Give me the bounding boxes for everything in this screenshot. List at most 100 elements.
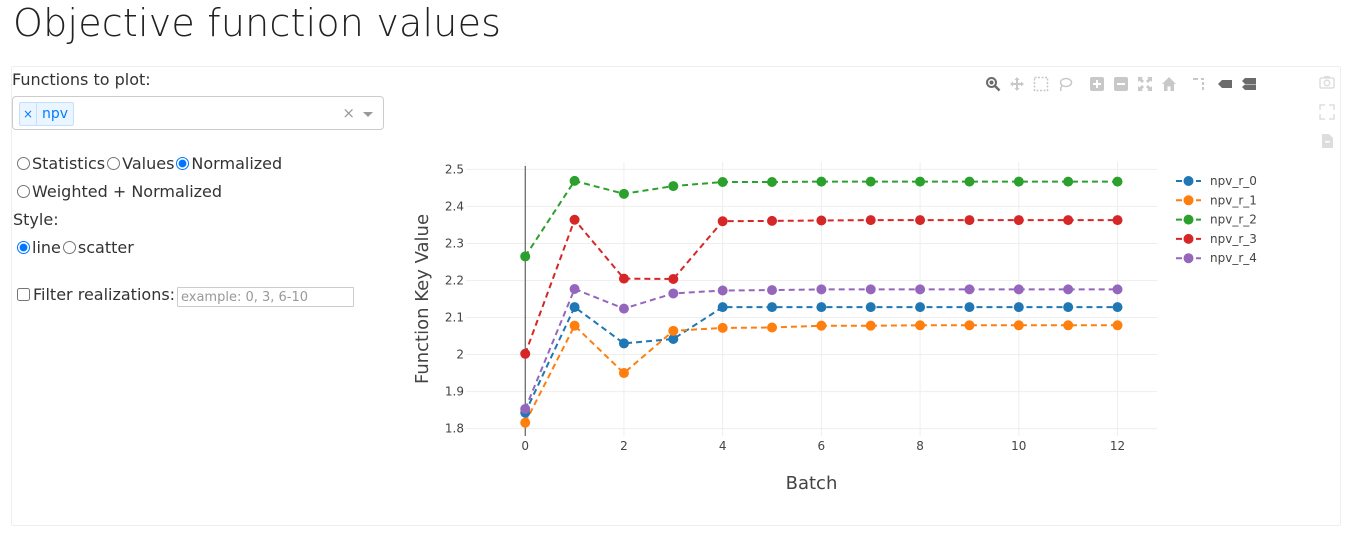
data-point-npv_r_1[interactable] [767,322,778,333]
mode-radio-weighted-normalized[interactable] [17,185,30,198]
data-point-npv_r_2[interactable] [618,188,629,199]
style-radio-scatter[interactable] [62,241,76,254]
data-point-npv_r_2[interactable] [717,176,728,187]
data-point-npv_r_3[interactable] [520,348,531,359]
mode-option-weighted-normalized[interactable]: Weighted + Normalized [17,182,222,201]
hover-closest-icon[interactable] [1217,76,1233,92]
data-point-npv_r_2[interactable] [964,176,975,187]
data-point-npv_r_4[interactable] [668,288,679,299]
data-point-npv_r_1[interactable] [668,325,679,336]
data-point-npv_r_0[interactable] [668,333,679,344]
mode-option-statistics[interactable]: Statistics [17,154,105,173]
data-point-npv_r_3[interactable] [668,274,679,285]
legend-label-npv_r_3[interactable]: npv_r_3 [1210,232,1257,246]
mode-option-values[interactable]: Values [107,154,174,173]
data-point-npv_r_2[interactable] [1013,176,1024,187]
data-point-npv_r_3[interactable] [717,216,728,227]
data-point-npv_r_4[interactable] [816,284,827,295]
camera-icon[interactable] [1319,74,1335,90]
data-point-npv_r_4[interactable] [1063,284,1074,295]
clear-icon[interactable]: × [342,104,355,122]
data-point-npv_r_3[interactable] [767,215,778,226]
filter-input[interactable] [177,287,354,307]
export-icon[interactable] [1319,133,1335,149]
data-point-npv_r_4[interactable] [865,284,876,295]
data-point-npv_r_4[interactable] [618,303,629,314]
legend-label-npv_r_0[interactable]: npv_r_0 [1210,174,1257,188]
functions-select[interactable]: × npv × [12,96,384,130]
data-point-npv_r_4[interactable] [1112,284,1123,295]
data-point-npv_r_4[interactable] [569,284,580,295]
mode-radio-values[interactable] [107,157,121,170]
data-point-npv_r_2[interactable] [668,181,679,192]
filter-checkbox[interactable] [17,288,30,301]
style-radio-line[interactable] [17,241,30,254]
data-point-npv_r_0[interactable] [569,302,580,313]
data-point-npv_r_1[interactable] [1112,320,1123,331]
data-point-npv_r_3[interactable] [865,215,876,226]
data-point-npv_r_0[interactable] [816,302,827,313]
data-point-npv_r_3[interactable] [1013,215,1024,226]
data-point-npv_r_1[interactable] [569,320,580,331]
data-point-npv_r_3[interactable] [915,215,926,226]
data-point-npv_r_4[interactable] [915,284,926,295]
data-point-npv_r_1[interactable] [717,322,728,333]
data-point-npv_r_3[interactable] [1063,215,1074,226]
spike-lines-icon[interactable] [1192,76,1208,92]
data-point-npv_r_2[interactable] [865,176,876,187]
data-point-npv_r_2[interactable] [520,251,531,262]
data-point-npv_r_0[interactable] [1112,302,1123,313]
legend-label-npv_r_2[interactable]: npv_r_2 [1210,213,1257,227]
data-point-npv_r_2[interactable] [569,175,580,186]
data-point-npv_r_1[interactable] [1013,320,1024,331]
data-point-npv_r_4[interactable] [767,285,778,296]
data-point-npv_r_1[interactable] [915,320,926,331]
data-point-npv_r_4[interactable] [717,285,728,296]
data-point-npv_r_3[interactable] [1112,215,1123,226]
data-point-npv_r_1[interactable] [816,320,827,331]
zoom-icon[interactable] [985,76,1001,92]
data-point-npv_r_1[interactable] [618,368,629,379]
data-point-npv_r_2[interactable] [1112,176,1123,187]
data-point-npv_r_2[interactable] [915,176,926,187]
data-point-npv_r_3[interactable] [964,215,975,226]
pan-icon[interactable] [1009,76,1025,92]
mode-radio-statistics[interactable] [17,157,30,170]
legend-label-npv_r_1[interactable]: npv_r_1 [1210,193,1257,207]
hover-compare-icon[interactable] [1241,76,1257,92]
data-point-npv_r_3[interactable] [618,273,629,284]
zoom-in-icon[interactable] [1089,76,1105,92]
data-point-npv_r_0[interactable] [618,338,629,349]
data-point-npv_r_0[interactable] [915,302,926,313]
mode-option-normalized[interactable]: Normalized [176,154,282,173]
data-point-npv_r_2[interactable] [816,176,827,187]
data-point-npv_r_3[interactable] [816,215,827,226]
lasso-select-icon[interactable] [1057,76,1073,92]
data-point-npv_r_0[interactable] [964,302,975,313]
legend-label-npv_r_4[interactable]: npv_r_4 [1210,251,1257,265]
data-point-npv_r_1[interactable] [865,320,876,331]
style-option-scatter[interactable]: scatter [62,238,134,257]
data-point-npv_r_2[interactable] [767,176,778,187]
data-point-npv_r_0[interactable] [717,302,728,313]
mode-radio-normalized[interactable] [176,157,190,170]
box-select-icon[interactable] [1033,76,1049,92]
chip-remove-icon[interactable]: × [20,103,37,125]
data-point-npv_r_0[interactable] [865,302,876,313]
data-point-npv_r_3[interactable] [569,214,580,225]
fullscreen-icon[interactable] [1319,104,1335,120]
autoscale-icon[interactable] [1137,76,1153,92]
data-point-npv_r_0[interactable] [1063,302,1074,313]
style-option-line[interactable]: line [17,238,61,257]
data-point-npv_r_4[interactable] [1013,284,1024,295]
reset-axes-icon[interactable] [1161,76,1177,92]
zoom-out-icon[interactable] [1113,76,1129,92]
data-point-npv_r_1[interactable] [520,417,531,428]
data-point-npv_r_2[interactable] [1063,176,1074,187]
data-point-npv_r_0[interactable] [767,302,778,313]
data-point-npv_r_4[interactable] [964,284,975,295]
data-point-npv_r_4[interactable] [520,403,531,414]
data-point-npv_r_0[interactable] [1013,302,1024,313]
data-point-npv_r_1[interactable] [964,320,975,331]
